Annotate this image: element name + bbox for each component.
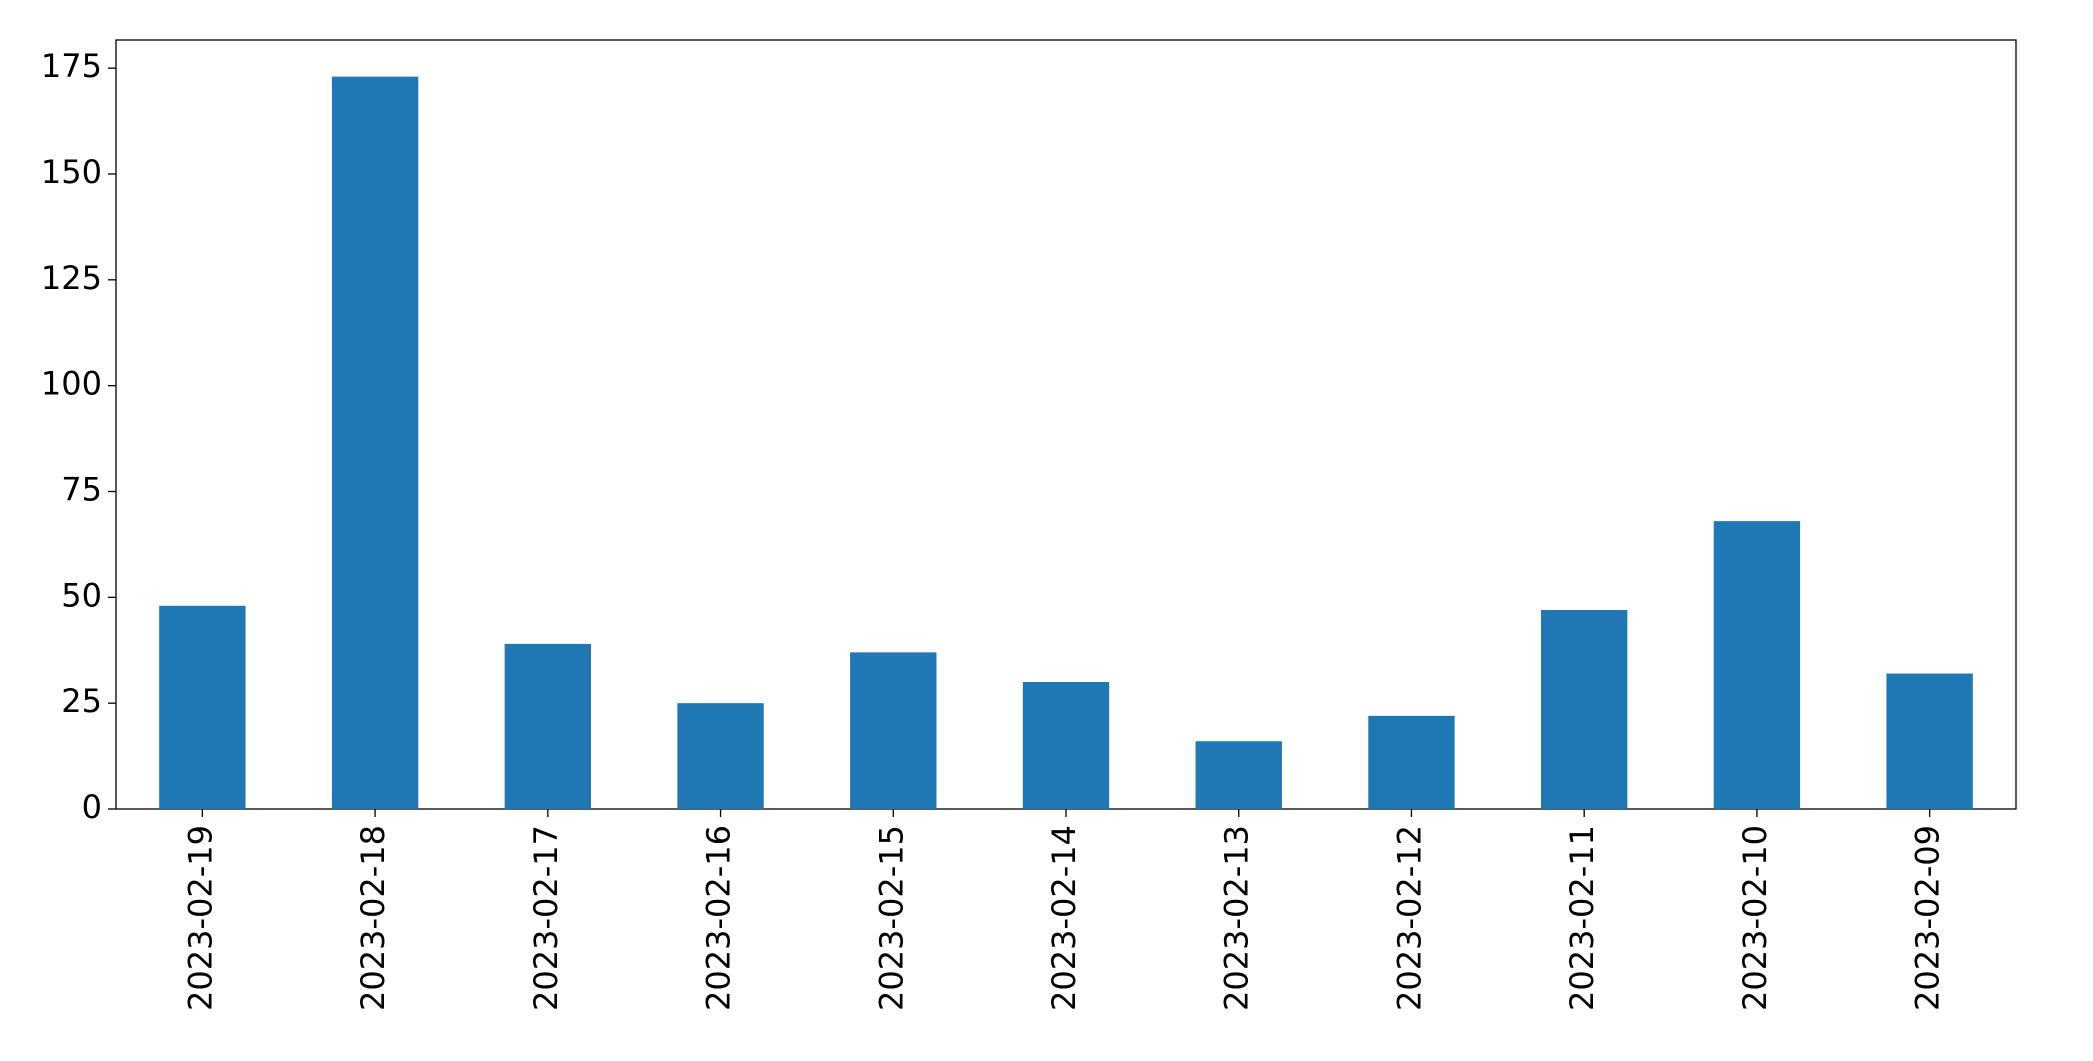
- x-tick-label: 2023-02-17: [527, 825, 565, 1011]
- bar: [1886, 673, 1973, 809]
- x-tick-label: 2023-02-09: [1909, 825, 1947, 1011]
- bar: [1022, 681, 1110, 809]
- y-tick-label: 0: [82, 788, 102, 826]
- x-tick-label: 2023-02-13: [1218, 825, 1256, 1011]
- bar: [159, 605, 246, 809]
- bar: [677, 703, 764, 809]
- y-tick-label: 175: [41, 47, 102, 85]
- x-tick-label: 2023-02-10: [1736, 825, 1774, 1011]
- x-tick-label: 2023-02-18: [354, 825, 392, 1011]
- x-tick-label: 2023-02-15: [872, 825, 910, 1011]
- y-tick-label: 100: [41, 365, 102, 403]
- y-tick-label: 25: [61, 682, 102, 720]
- bar: [850, 652, 937, 809]
- bar: [1713, 521, 1801, 809]
- y-tick-label: 150: [41, 153, 102, 191]
- x-tick-label: 2023-02-11: [1563, 825, 1601, 1011]
- x-tick-label: 2023-02-19: [181, 825, 219, 1011]
- x-tick-label: 2023-02-14: [1045, 825, 1083, 1011]
- bar: [1541, 610, 1628, 809]
- bar: [504, 643, 591, 809]
- bar: [331, 76, 419, 810]
- y-tick-label: 75: [61, 470, 102, 508]
- x-tick-label: 2023-02-16: [700, 825, 738, 1011]
- y-tick-label: 125: [41, 259, 102, 297]
- bar: [1368, 715, 1455, 809]
- x-tick-label: 2023-02-12: [1390, 825, 1428, 1011]
- bar: [1195, 741, 1282, 809]
- y-tick-label: 50: [61, 576, 102, 614]
